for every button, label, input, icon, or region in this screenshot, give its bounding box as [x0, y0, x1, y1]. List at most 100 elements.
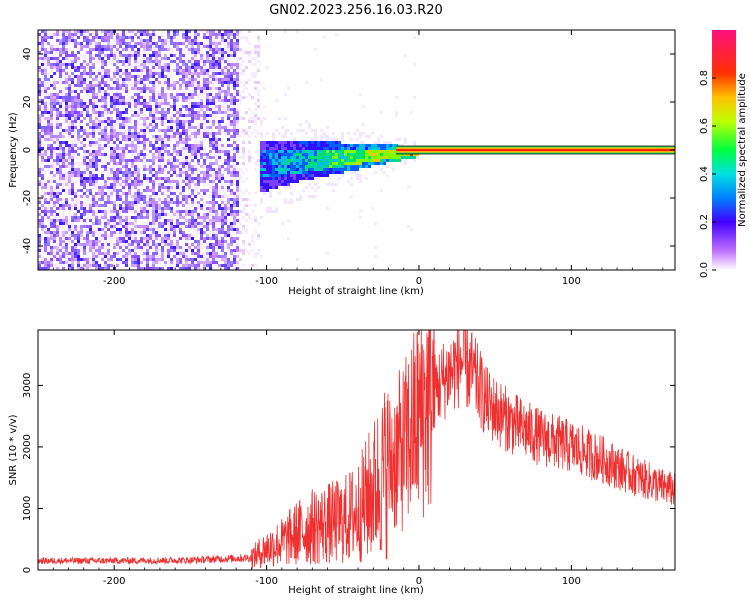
- heatmap-cell: [203, 84, 206, 87]
- heatmap-cell: [230, 192, 233, 195]
- heatmap-cell: [260, 150, 263, 153]
- heatmap-cell: [41, 141, 44, 144]
- heatmap-cell: [38, 240, 41, 243]
- heatmap-cell: [65, 57, 68, 60]
- heatmap-cell: [128, 75, 131, 78]
- heatmap-cell: [98, 171, 101, 174]
- heatmap-cell: [212, 216, 215, 219]
- heatmap-cell: [179, 174, 182, 177]
- heatmap-cell: [227, 90, 230, 93]
- heatmap-cell: [338, 171, 341, 174]
- heatmap-cell: [110, 189, 113, 192]
- heatmap-cell: [59, 231, 62, 234]
- heatmap-cell: [353, 153, 356, 156]
- heatmap-cell: [179, 201, 182, 204]
- heatmap-cell: [113, 129, 116, 132]
- heatmap-cell: [257, 93, 260, 96]
- heatmap-cell: [242, 210, 245, 213]
- heatmap-cell: [296, 147, 299, 150]
- heatmap-cell: [83, 180, 86, 183]
- heatmap-cell: [50, 231, 53, 234]
- heatmap-cell: [86, 156, 89, 159]
- heatmap-cell: [164, 237, 167, 240]
- heatmap-cell: [113, 147, 116, 150]
- heatmap-cell: [134, 102, 137, 105]
- heatmap-cell: [260, 165, 263, 168]
- heatmap-cell: [209, 246, 212, 249]
- heatmap-cell: [308, 144, 311, 147]
- heatmap-cell: [86, 72, 89, 75]
- heatmap-cell: [311, 177, 314, 180]
- heatmap-cell: [290, 168, 293, 171]
- heatmap-cell: [116, 213, 119, 216]
- heatmap-cell: [140, 192, 143, 195]
- heatmap-cell: [278, 147, 281, 150]
- heatmap-cell: [380, 189, 383, 192]
- heatmap-cell: [131, 123, 134, 126]
- spectrogram-ytick-label: -40: [22, 238, 33, 254]
- heatmap-cell: [74, 228, 77, 231]
- heatmap-cell: [326, 165, 329, 168]
- heatmap-cell: [245, 66, 248, 69]
- heatmap-cell: [143, 210, 146, 213]
- heatmap-cell: [89, 135, 92, 138]
- heatmap-cell: [74, 99, 77, 102]
- heatmap-cell: [77, 243, 80, 246]
- heatmap-cell: [299, 174, 302, 177]
- heatmap-cell: [83, 138, 86, 141]
- heatmap-cell: [161, 108, 164, 111]
- heatmap-cell: [164, 204, 167, 207]
- heatmap-cell: [215, 105, 218, 108]
- heatmap-cell: [83, 210, 86, 213]
- heatmap-cell: [146, 237, 149, 240]
- heatmap-cell: [179, 210, 182, 213]
- heatmap-cell: [53, 174, 56, 177]
- heatmap-cell: [122, 210, 125, 213]
- heatmap-cell: [104, 132, 107, 135]
- heatmap-cell: [74, 129, 77, 132]
- heatmap-cell: [185, 105, 188, 108]
- heatmap-cell: [182, 36, 185, 39]
- heatmap-cell: [62, 255, 65, 258]
- heatmap-cell: [155, 45, 158, 48]
- heatmap-cell: [197, 75, 200, 78]
- heatmap-cell: [242, 240, 245, 243]
- heatmap-cell: [155, 81, 158, 84]
- heatmap-cell: [86, 177, 89, 180]
- colorbar-tick-label: 0.2: [699, 214, 710, 230]
- heatmap-cell: [89, 165, 92, 168]
- heatmap-cell: [107, 30, 110, 33]
- heatmap-cell: [212, 162, 215, 165]
- heatmap-cell: [179, 222, 182, 225]
- heatmap-cell: [221, 207, 224, 210]
- heatmap-cell: [107, 201, 110, 204]
- heatmap-cell: [59, 174, 62, 177]
- heatmap-cell: [149, 144, 152, 147]
- heatmap-cell: [41, 102, 44, 105]
- heatmap-cell: [53, 267, 56, 270]
- heatmap-cell: [377, 141, 380, 144]
- heatmap-cell: [95, 153, 98, 156]
- heatmap-cell: [104, 99, 107, 102]
- heatmap-cell: [380, 135, 383, 138]
- heatmap-cell: [161, 165, 164, 168]
- heatmap-cell: [131, 114, 134, 117]
- heatmap-cell: [191, 219, 194, 222]
- heatmap-cell: [173, 132, 176, 135]
- heatmap-cell: [59, 69, 62, 72]
- heatmap-cell: [299, 147, 302, 150]
- heatmap-cell: [128, 69, 131, 72]
- heatmap-cell: [194, 207, 197, 210]
- heatmap-cell: [176, 258, 179, 261]
- heatmap-cell: [98, 231, 101, 234]
- heatmap-cell: [98, 111, 101, 114]
- heatmap-cell: [80, 213, 83, 216]
- heatmap-cell: [143, 117, 146, 120]
- heatmap-cell: [38, 210, 41, 213]
- heatmap-cell: [86, 198, 89, 201]
- heatmap-cell: [152, 108, 155, 111]
- heatmap-cell: [98, 261, 101, 264]
- heatmap-cell: [257, 249, 260, 252]
- heatmap-cell: [221, 147, 224, 150]
- heatmap-cell: [143, 216, 146, 219]
